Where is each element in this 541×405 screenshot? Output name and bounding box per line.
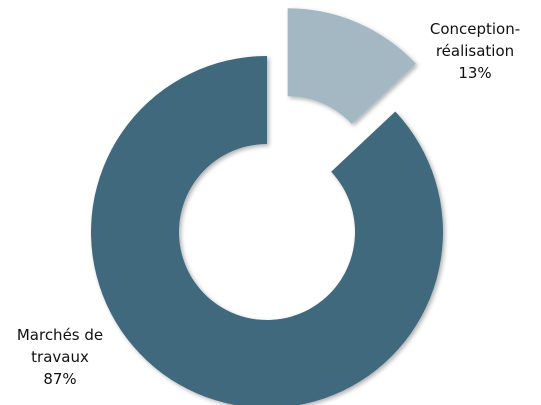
- donut-slice: [287, 8, 416, 125]
- value-label: 13%: [458, 64, 492, 82]
- donut-slice: [91, 56, 443, 405]
- slice-label: Conception-réalisation 13%: [400, 18, 541, 84]
- category-label: Marchés de travaux: [16, 326, 104, 366]
- value-label: 87%: [43, 370, 77, 388]
- slice-label: Marchés de travaux 87%: [0, 324, 130, 390]
- category-label: Conception-réalisation: [429, 20, 521, 60]
